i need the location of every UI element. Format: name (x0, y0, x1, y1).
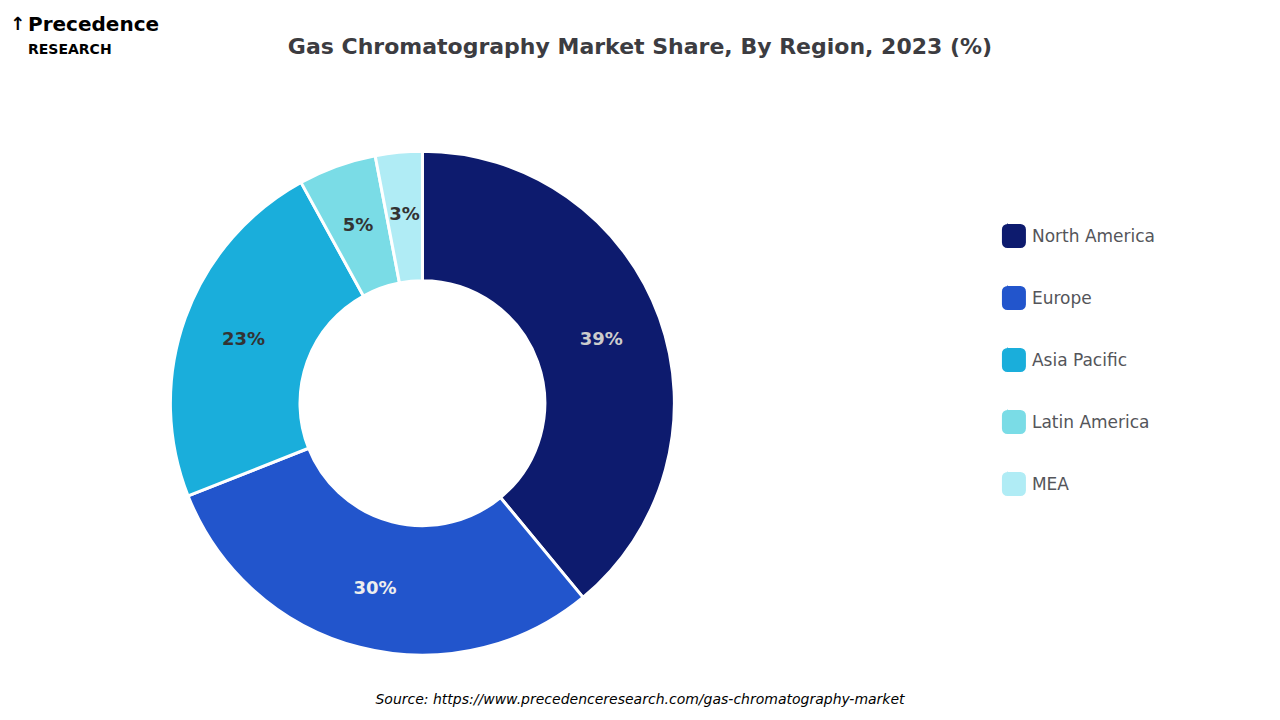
svg-text:30%: 30% (354, 577, 397, 598)
svg-text:Europe: Europe (1032, 288, 1092, 308)
svg-text:Latin America: Latin America (1032, 412, 1150, 432)
svg-text:23%: 23% (222, 328, 265, 349)
svg-text:RESEARCH: RESEARCH (28, 41, 112, 57)
svg-text:5%: 5% (343, 214, 374, 235)
svg-text:Gas Chromatography Market Shar: Gas Chromatography Market Share, By Regi… (288, 34, 992, 59)
svg-text:North America: North America (1032, 226, 1155, 246)
svg-text:Precedence: Precedence (28, 12, 159, 36)
svg-text:↑: ↑ (10, 13, 25, 34)
svg-text:Source: https://www.precedence: Source: https://www.precedenceresearch.c… (375, 691, 905, 707)
svg-text:3%: 3% (389, 203, 420, 224)
svg-text:MEA: MEA (1032, 474, 1069, 494)
svg-text:Asia Pacific: Asia Pacific (1032, 350, 1127, 370)
svg-text:39%: 39% (580, 328, 623, 349)
